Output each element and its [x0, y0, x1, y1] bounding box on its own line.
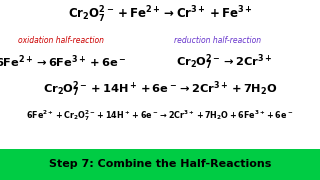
Bar: [0, 148, 320, 180]
Text: Step 7: Combine the Half-Reactions: Step 7: Combine the Half-Reactions: [49, 159, 271, 169]
Text: reduction half-reaction: reduction half-reaction: [174, 36, 261, 45]
Text: $\mathbf{Cr_2O_7^{2-} + Fe^{2+} \rightarrow Cr^{3+} + Fe^{3+}}$: $\mathbf{Cr_2O_7^{2-} + Fe^{2+} \rightar…: [68, 5, 252, 25]
Text: $\mathbf{Cr_2O_7^{2-} \rightarrow 2Cr^{3+}}$: $\mathbf{Cr_2O_7^{2-} \rightarrow 2Cr^{3…: [176, 52, 272, 72]
Text: $\mathbf{Cr_2O_7^{2-} + 14H^+ + 6e^- \rightarrow 2Cr^{3+} + 7H_2O}$: $\mathbf{Cr_2O_7^{2-} + 14H^+ + 6e^- \ri…: [43, 79, 277, 99]
Text: $\mathbf{6Fe^{2+} + Cr_2O_7^{2-} + 14H^+ + 6e^- \rightarrow 2Cr^{3+} + 7H_2O + 6: $\mathbf{6Fe^{2+} + Cr_2O_7^{2-} + 14H^+…: [27, 108, 293, 123]
Text: oxidation half-reaction: oxidation half-reaction: [18, 36, 104, 45]
Text: $\mathbf{6Fe^{2+} \rightarrow 6Fe^{3+} + 6e^-}$: $\mathbf{6Fe^{2+} \rightarrow 6Fe^{3+} +…: [0, 54, 126, 70]
